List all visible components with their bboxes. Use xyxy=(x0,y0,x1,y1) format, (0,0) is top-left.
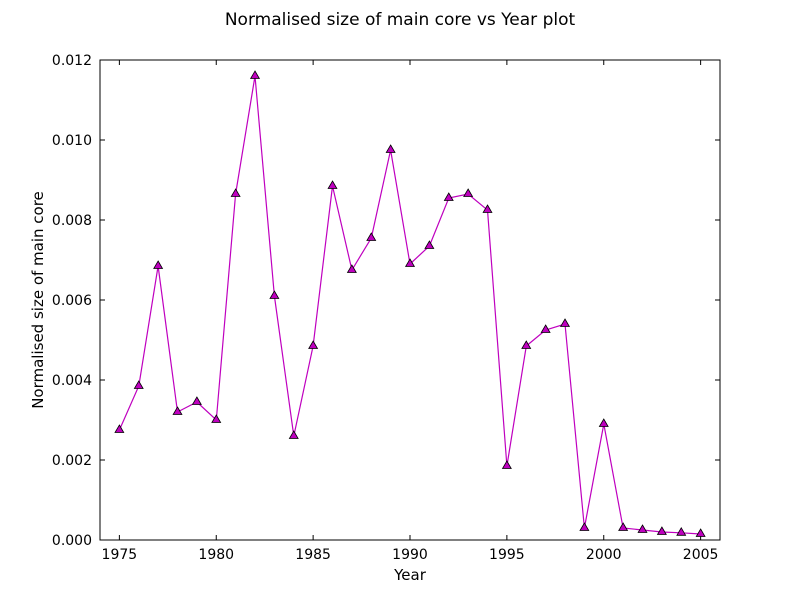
y-tick-label: 0.002 xyxy=(52,453,92,469)
data-point xyxy=(114,424,125,433)
plot-frame xyxy=(99,59,721,541)
plot-area xyxy=(100,60,720,540)
y-tick-label: 0.004 xyxy=(52,373,92,389)
data-point xyxy=(656,526,667,535)
data-point xyxy=(172,406,183,415)
data-point xyxy=(404,258,416,267)
data-point xyxy=(482,204,493,213)
x-tick-label: 1990 xyxy=(392,547,428,563)
data-point xyxy=(443,192,454,201)
data-point xyxy=(249,70,261,79)
data-point xyxy=(385,144,396,153)
x-tick-label: 2005 xyxy=(683,547,719,563)
data-point xyxy=(637,524,648,533)
x-tick-label: 1985 xyxy=(295,547,331,563)
data-point xyxy=(327,180,338,189)
data-point xyxy=(463,188,474,197)
data-point xyxy=(269,290,280,299)
data-point xyxy=(695,528,706,537)
data-point xyxy=(424,240,435,249)
y-tick-label: 0.006 xyxy=(52,293,92,309)
data-point xyxy=(288,430,299,439)
series-group xyxy=(114,70,706,537)
x-tick-label: 1975 xyxy=(102,547,138,563)
x-tick-label: 1980 xyxy=(198,547,234,563)
data-point xyxy=(211,414,222,423)
data-point xyxy=(346,264,357,273)
data-point xyxy=(153,260,164,269)
data-point xyxy=(676,527,687,536)
data-point xyxy=(191,396,202,405)
data-point xyxy=(133,380,144,389)
y-tick-label: 0.012 xyxy=(52,53,92,69)
data-point xyxy=(598,418,609,427)
y-axis-label: Normalised size of main core xyxy=(29,191,47,409)
x-tick-label: 2000 xyxy=(586,547,622,563)
data-point xyxy=(618,522,629,531)
data-point xyxy=(559,318,571,327)
y-tick-label: 0.000 xyxy=(52,533,92,549)
data-point xyxy=(521,340,532,349)
data-point xyxy=(308,340,319,349)
data-point xyxy=(366,232,377,241)
x-tick-label: 1995 xyxy=(489,547,525,563)
x-axis-label: Year xyxy=(393,566,427,584)
data-point xyxy=(501,460,512,469)
y-tick-label: 0.008 xyxy=(52,213,92,229)
chart-title: Normalised size of main core vs Year plo… xyxy=(225,10,576,30)
data-point xyxy=(579,522,590,531)
data-point xyxy=(230,188,241,197)
data-point xyxy=(540,324,551,333)
axis-ticks: 1975 1980 1985 1990 1995 2000 2005 0.000 0.002 0.… xyxy=(52,53,720,563)
y-tick-label: 0.010 xyxy=(52,133,92,149)
